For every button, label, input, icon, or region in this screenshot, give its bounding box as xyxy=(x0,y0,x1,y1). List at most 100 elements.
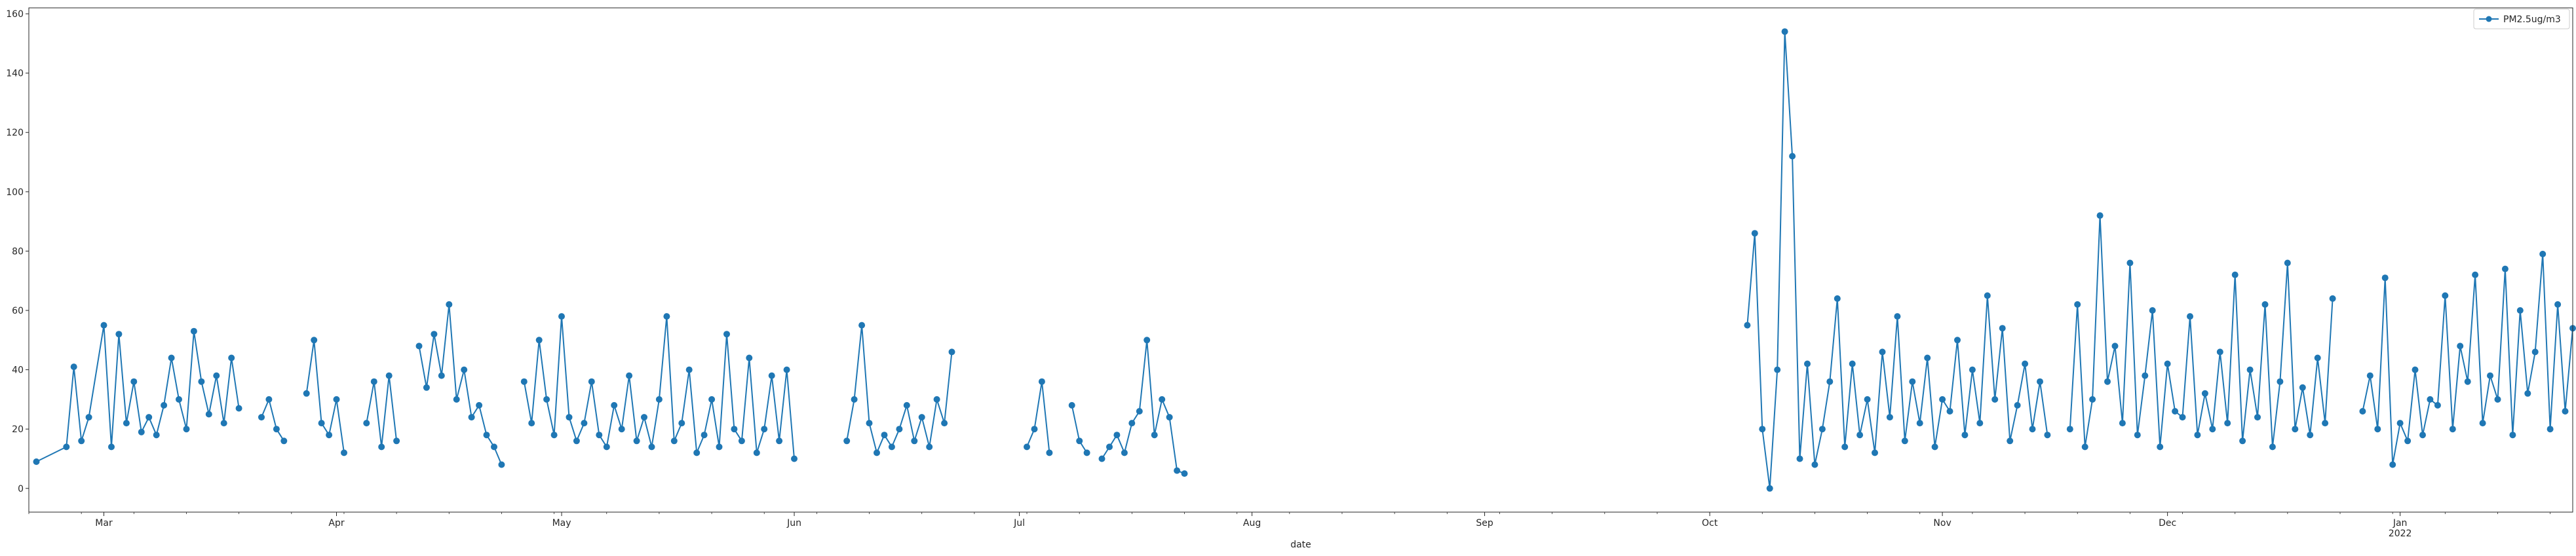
data-point xyxy=(670,437,678,445)
data-point xyxy=(2501,265,2509,272)
data-point xyxy=(130,378,138,385)
data-point xyxy=(1976,420,1984,427)
y-tick-label: 80 xyxy=(12,246,24,257)
data-point xyxy=(446,301,453,308)
data-point xyxy=(2299,384,2306,391)
data-point xyxy=(723,331,730,338)
data-point xyxy=(2269,443,2276,451)
data-point xyxy=(933,396,940,403)
data-point xyxy=(1083,449,1090,456)
data-point xyxy=(2494,396,2501,403)
data-point xyxy=(911,437,918,445)
x-tick-label: Sep xyxy=(1476,518,1493,528)
data-point xyxy=(1144,337,1151,344)
x-tick-label: Nov xyxy=(1933,518,1951,528)
data-point xyxy=(2562,408,2569,415)
data-point xyxy=(385,372,393,379)
data-point xyxy=(2037,378,2043,385)
data-point xyxy=(2404,437,2412,445)
data-point xyxy=(423,384,430,391)
y-tick-label: 100 xyxy=(6,187,24,198)
series-line xyxy=(261,398,285,441)
data-point xyxy=(2284,259,2291,267)
data-point xyxy=(2172,408,2179,415)
data-point xyxy=(2201,390,2208,397)
data-point xyxy=(2389,461,2396,468)
data-point xyxy=(896,426,903,433)
data-point xyxy=(2014,401,2021,409)
data-point xyxy=(2524,390,2531,397)
data-point xyxy=(438,372,445,379)
data-point xyxy=(2442,292,2449,299)
x-tick-label: Jun xyxy=(786,518,801,528)
data-point xyxy=(1818,426,1826,433)
data-point xyxy=(1969,366,1976,373)
data-point xyxy=(2119,420,2126,427)
data-point xyxy=(2464,378,2471,385)
data-point xyxy=(115,331,123,338)
data-point xyxy=(483,432,490,439)
data-point xyxy=(1826,378,1834,385)
data-point xyxy=(205,411,212,418)
data-point xyxy=(874,449,880,456)
data-point xyxy=(453,396,460,403)
data-point xyxy=(685,366,693,373)
data-point xyxy=(476,401,483,409)
data-point xyxy=(491,443,497,451)
data-point xyxy=(1159,396,1166,403)
x-tick-label: Apr xyxy=(328,518,344,528)
data-point xyxy=(1811,461,1818,468)
data-point xyxy=(2224,420,2231,427)
data-point xyxy=(2374,426,2381,433)
data-point xyxy=(2187,313,2193,320)
data-point xyxy=(2209,426,2216,433)
series-layer xyxy=(33,28,2576,492)
data-point xyxy=(2427,396,2434,403)
data-point xyxy=(2157,443,2164,451)
data-point xyxy=(1999,325,2006,332)
data-point xyxy=(153,432,160,439)
data-point xyxy=(1113,432,1121,439)
data-point xyxy=(235,405,242,412)
data-point xyxy=(1789,153,1796,160)
legend-entry-label: PM2.5ug/m3 xyxy=(2503,14,2561,25)
data-point xyxy=(655,396,663,403)
legend-frame xyxy=(2473,9,2570,29)
data-point xyxy=(1954,337,1961,344)
data-point xyxy=(693,449,701,456)
data-point xyxy=(866,420,873,427)
data-point xyxy=(123,420,130,427)
data-point xyxy=(1106,443,1113,451)
data-point xyxy=(1031,426,1038,433)
axes-layer xyxy=(28,7,2573,513)
data-point xyxy=(2457,343,2464,350)
data-point xyxy=(566,414,573,421)
plot-frame xyxy=(28,7,2573,513)
legend: PM2.5ug/m3 xyxy=(2473,9,2570,29)
data-point xyxy=(1781,28,1788,35)
data-point xyxy=(2104,378,2111,385)
data-point xyxy=(550,432,558,439)
data-point xyxy=(948,348,955,356)
data-point xyxy=(1961,432,1969,439)
data-point xyxy=(1991,396,1999,403)
data-point xyxy=(858,322,866,329)
data-point xyxy=(2396,420,2404,427)
data-point xyxy=(618,426,625,433)
data-point xyxy=(1174,467,1181,474)
data-point xyxy=(168,354,175,361)
data-point xyxy=(783,366,790,373)
x-tick-label: Jan xyxy=(2393,518,2408,528)
data-point xyxy=(520,378,528,385)
data-point xyxy=(2359,408,2366,415)
data-point xyxy=(273,426,280,433)
data-point xyxy=(2307,432,2314,439)
data-point xyxy=(663,313,670,320)
data-point xyxy=(341,449,347,456)
data-point xyxy=(2516,307,2524,314)
data-point xyxy=(303,390,310,397)
data-point xyxy=(2487,372,2493,379)
data-point xyxy=(1166,414,1173,421)
